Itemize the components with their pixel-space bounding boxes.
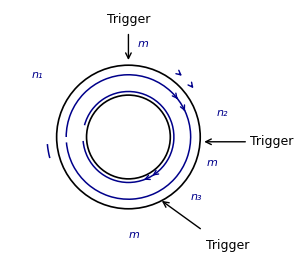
Text: Trigger: Trigger xyxy=(107,13,150,26)
Text: m: m xyxy=(137,39,148,49)
Text: Trigger: Trigger xyxy=(206,239,250,252)
Text: n₁: n₁ xyxy=(32,70,43,80)
Text: m: m xyxy=(129,230,140,240)
Text: n₂: n₂ xyxy=(217,108,229,118)
Text: m: m xyxy=(207,158,218,168)
Text: n₃: n₃ xyxy=(191,192,202,202)
Text: Trigger: Trigger xyxy=(250,135,294,148)
